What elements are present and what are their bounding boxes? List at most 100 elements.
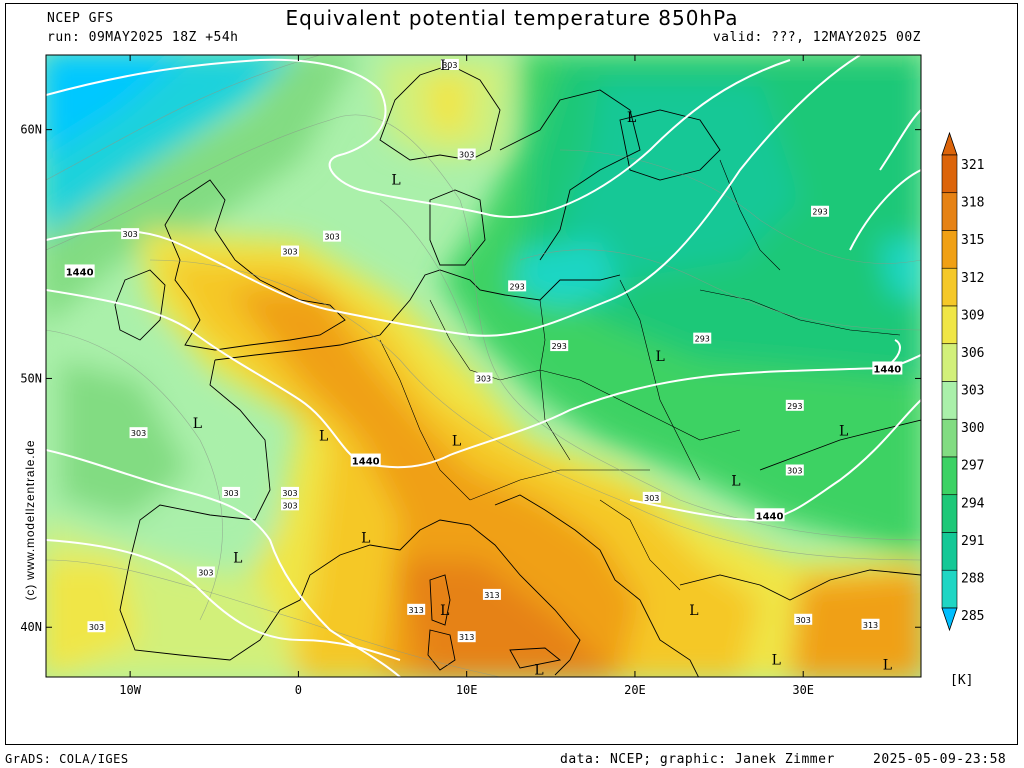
low-pressure-marker: L: [361, 531, 370, 547]
contour-label: 303: [131, 429, 146, 438]
contour-label-bg: [642, 491, 661, 503]
contour-label: 303: [223, 489, 238, 498]
map-plot: 303 303 303 303 303 293 293 293 293 303 303 303 303 3…: [20, 54, 985, 697]
colorbar-segment: [941, 192, 958, 231]
contour-label: 303: [476, 374, 491, 383]
contour-label: 303: [644, 494, 659, 503]
height-label: 1440: [66, 267, 94, 278]
colorbar-level-label: 300: [961, 421, 984, 436]
height-label-bg: [64, 264, 95, 278]
colorbar-segment: [941, 569, 958, 609]
plot-border: [45, 54, 922, 678]
contour-label: 303: [796, 616, 811, 625]
low-pressure-marker: L: [440, 58, 449, 74]
contour-label-bg: [280, 486, 299, 498]
height-label-bg: [350, 453, 381, 467]
contour-label: 303: [459, 151, 474, 160]
watermark: (c) www.modellzentrale.de: [23, 440, 37, 601]
colorbar-level-label: 315: [961, 233, 984, 248]
contour-label-bg: [440, 58, 459, 70]
low-pressure-marker: L: [839, 424, 848, 440]
low-pressure-marker: L: [627, 110, 636, 126]
lon-tick-label: 30E: [792, 683, 814, 697]
colorbar-level-label: 288: [961, 571, 984, 586]
colorbar-segment: [941, 305, 958, 345]
contour-label: 313: [459, 633, 474, 642]
colorbar-segment: [941, 267, 958, 307]
data-credit: data: NCEP; graphic: Janek Zimmer: [560, 752, 835, 767]
colorbar-level-label: 303: [961, 384, 984, 399]
plot-frame: [5, 3, 1018, 745]
contour-label-bg: [457, 631, 476, 643]
contour-label-bg: [474, 372, 493, 384]
colorbar: 321 318 315 312 309 306 303 300 297 294 291 288 285 […: [941, 131, 985, 688]
colorbar-segment: [941, 381, 958, 420]
lon-tick-label: 0: [295, 683, 302, 697]
borders: [379, 159, 901, 591]
contour-label: 313: [409, 606, 424, 615]
low-pressure-marker: L: [534, 663, 543, 679]
colorbar-unit: [K]: [950, 673, 973, 688]
valid-time: valid: ???, 12MAY2025 00Z: [712, 30, 921, 45]
contour-label-bg: [482, 588, 501, 600]
colorbar-arrow-bottom: [941, 607, 958, 632]
contour-label: 303: [282, 248, 297, 257]
colorbar-segment: [941, 456, 958, 496]
contour-label-bg: [87, 621, 106, 633]
contour-label-bg: [861, 618, 880, 630]
contour-label-bg: [693, 332, 712, 344]
low-pressure-marker: L: [452, 434, 461, 450]
lat-tick-label: 60N: [20, 123, 42, 137]
contour-label: 303: [442, 61, 457, 70]
software-credit: GrADS: COLA/IGES: [5, 752, 129, 766]
height-contours: [46, 55, 921, 677]
contour-label-bg: [323, 230, 342, 242]
contour-label: 293: [695, 335, 710, 344]
colorbar-level-label: 318: [961, 196, 984, 211]
colorbar-level-label: 312: [961, 271, 984, 286]
contour-label: 293: [552, 342, 567, 351]
contour-label: 303: [198, 569, 213, 578]
coastlines: [114, 64, 921, 677]
colorbar-level-label: 309: [961, 308, 984, 323]
timestamp: 2025-05-09-23:58: [873, 752, 1007, 767]
contour-label: 293: [510, 282, 525, 291]
colorbar-level-label: 297: [961, 459, 984, 474]
colorbar-segment: [941, 418, 958, 458]
contour-label: 293: [787, 402, 802, 411]
contour-label-bg: [811, 205, 830, 217]
colorbar-level-label: 306: [961, 346, 984, 361]
height-label-bg: [754, 508, 785, 522]
colorbar-level-label: 294: [961, 496, 985, 511]
low-pressure-marker: L: [689, 603, 698, 619]
low-pressure-marker: L: [772, 653, 781, 669]
colorbar-segment: [941, 154, 958, 194]
low-pressure-marker: L: [440, 603, 449, 619]
colorbar-segment: [941, 343, 958, 382]
contour-label: 303: [122, 230, 137, 239]
contour-label-bg: [457, 148, 476, 160]
lat-tick-label: 50N: [20, 371, 42, 385]
theta-e-field: [46, 55, 921, 677]
contour-label-bg: [794, 613, 813, 625]
contour-label-bg: [508, 280, 527, 292]
low-pressure-marker: L: [656, 349, 665, 365]
low-pressure-marker: L: [319, 429, 328, 445]
lon-tick-label: 10W: [119, 683, 141, 697]
contour-label-bg: [280, 499, 299, 511]
colorbar-level-label: 291: [961, 534, 984, 549]
contour-label: 293: [812, 208, 827, 217]
colorbar-level-label: 285: [961, 609, 984, 624]
lon-tick-label: 10E: [456, 683, 478, 697]
axis-ticks: 10W 0 10E 20E 30E 60N 50N 40N: [20, 55, 921, 697]
page-title: Equivalent potential temperature 850hPa: [285, 6, 739, 30]
contour-label-bg: [785, 464, 804, 476]
contour-label-bg: [785, 399, 804, 411]
model-name: NCEP GFS: [47, 11, 114, 26]
low-pressure-marker: L: [391, 172, 400, 188]
colorbar-arrow-top: [941, 131, 958, 156]
map-labels: 303 303 303 303 303 293 293 293 293 303 303 303 303 3…: [64, 58, 903, 679]
contour-label-bg: [121, 228, 140, 240]
height-label: 1440: [352, 457, 380, 468]
contour-label-bg: [129, 427, 148, 439]
